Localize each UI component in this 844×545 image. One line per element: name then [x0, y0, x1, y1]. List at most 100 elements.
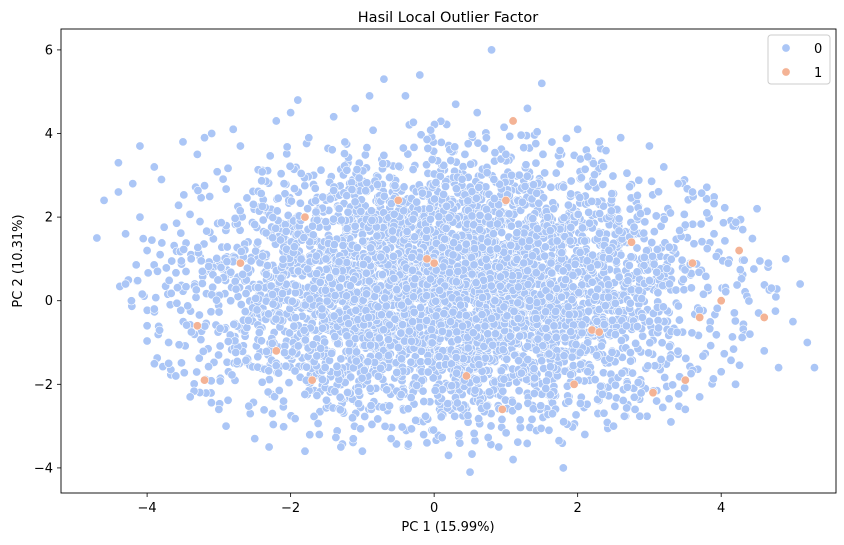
data-point-series-0 — [423, 143, 433, 153]
data-point-series-0 — [388, 234, 398, 244]
data-point-series-0 — [380, 293, 390, 303]
data-point-series-0 — [343, 388, 353, 398]
data-point-series-0 — [271, 223, 281, 233]
data-point-series-0 — [540, 251, 550, 261]
data-point-series-0 — [409, 142, 419, 152]
data-point-series-0 — [513, 437, 523, 447]
data-point-series-0 — [735, 265, 745, 275]
data-point-series-0 — [653, 288, 663, 298]
data-point-series-0 — [308, 340, 318, 350]
data-point-series-0 — [172, 218, 182, 228]
data-point-series-0 — [221, 184, 231, 194]
data-point-series-0 — [422, 315, 432, 325]
data-point-series-0 — [434, 352, 444, 362]
data-point-series-0 — [394, 161, 404, 171]
data-point-series-0 — [348, 434, 358, 444]
data-point-series-0 — [454, 429, 464, 439]
data-point-series-0 — [653, 315, 663, 325]
data-point-series-0 — [402, 283, 412, 293]
data-point-series-0 — [519, 258, 529, 268]
data-point-series-0 — [624, 261, 634, 271]
data-point-series-0 — [475, 210, 485, 220]
data-point-series-0 — [231, 347, 241, 357]
data-point-series-0 — [251, 246, 261, 256]
data-point-series-0 — [393, 343, 403, 353]
data-point-series-0 — [372, 284, 382, 294]
data-point-series-0 — [344, 346, 354, 356]
data-point-series-0 — [688, 219, 698, 229]
data-point-series-0 — [278, 289, 288, 299]
data-point-series-0 — [305, 430, 315, 440]
data-point-series-0 — [522, 171, 532, 181]
data-point-series-0 — [254, 327, 264, 337]
data-point-series-0 — [181, 267, 191, 277]
data-point-series-0 — [321, 285, 331, 295]
data-point-series-0 — [377, 270, 387, 280]
data-point-series-0 — [524, 236, 534, 246]
data-point-series-0 — [507, 397, 517, 407]
data-point-series-0 — [647, 238, 657, 248]
data-point-series-0 — [212, 167, 222, 177]
data-point-series-0 — [516, 130, 526, 140]
data-point-series-0 — [179, 190, 189, 200]
data-point-series-0 — [475, 224, 485, 234]
data-point-series-0 — [686, 283, 696, 293]
data-point-series-0 — [241, 355, 251, 365]
data-point-series-0 — [268, 299, 278, 309]
data-point-series-0 — [470, 385, 480, 395]
data-point-series-0 — [463, 139, 473, 149]
data-point-series-0 — [660, 373, 670, 383]
data-point-series-0 — [274, 385, 284, 395]
data-point-series-0 — [388, 251, 398, 261]
data-point-series-0 — [422, 134, 432, 144]
data-point-series-0 — [515, 331, 525, 341]
data-point-series-0 — [497, 228, 507, 238]
data-point-series-0 — [590, 375, 600, 385]
data-point-series-0 — [223, 336, 233, 346]
data-point-series-0 — [568, 361, 578, 371]
data-point-series-0 — [342, 224, 352, 234]
data-point-series-0 — [415, 322, 425, 332]
data-point-series-0 — [425, 274, 435, 284]
data-point-series-0 — [493, 219, 503, 229]
data-point-series-0 — [176, 228, 186, 238]
data-point-series-0 — [698, 289, 708, 299]
data-point-series-0 — [350, 221, 360, 231]
data-point-series-0 — [186, 254, 196, 264]
data-point-series-0 — [523, 355, 533, 365]
data-point-series-0 — [343, 207, 353, 217]
data-point-series-0 — [279, 422, 289, 432]
data-point-series-0 — [285, 161, 295, 171]
data-point-series-0 — [336, 354, 346, 364]
data-point-series-0 — [367, 419, 377, 429]
data-point-series-0 — [523, 341, 533, 351]
data-point-series-0 — [551, 168, 561, 178]
data-point-series-0 — [242, 193, 252, 203]
data-point-series-0 — [469, 428, 479, 438]
data-point-series-0 — [378, 159, 388, 169]
data-point-series-0 — [331, 266, 341, 276]
data-point-series-0 — [345, 281, 355, 291]
data-point-series-0 — [322, 296, 332, 306]
data-point-series-0 — [408, 317, 418, 327]
data-point-series-0 — [236, 247, 246, 257]
data-point-series-0 — [172, 283, 182, 293]
data-point-series-0 — [149, 359, 159, 369]
data-point-series-0 — [449, 238, 459, 248]
data-point-series-0 — [200, 181, 210, 191]
data-point-series-0 — [289, 242, 299, 252]
data-point-series-0 — [329, 240, 339, 250]
data-point-series-0 — [208, 282, 218, 292]
data-point-series-0 — [583, 152, 593, 162]
data-point-series-0 — [200, 321, 210, 331]
data-point-series-0 — [313, 418, 323, 428]
data-point-series-0 — [585, 218, 595, 228]
data-point-series-0 — [547, 268, 557, 278]
data-point-series-0 — [521, 160, 531, 170]
data-point-series-0 — [697, 237, 707, 247]
data-point-series-0 — [366, 243, 376, 253]
chart-title: Hasil Local Outlier Factor — [358, 10, 538, 26]
data-point-series-0 — [325, 194, 335, 204]
data-point-series-0 — [651, 211, 661, 221]
data-point-series-0 — [652, 267, 662, 277]
